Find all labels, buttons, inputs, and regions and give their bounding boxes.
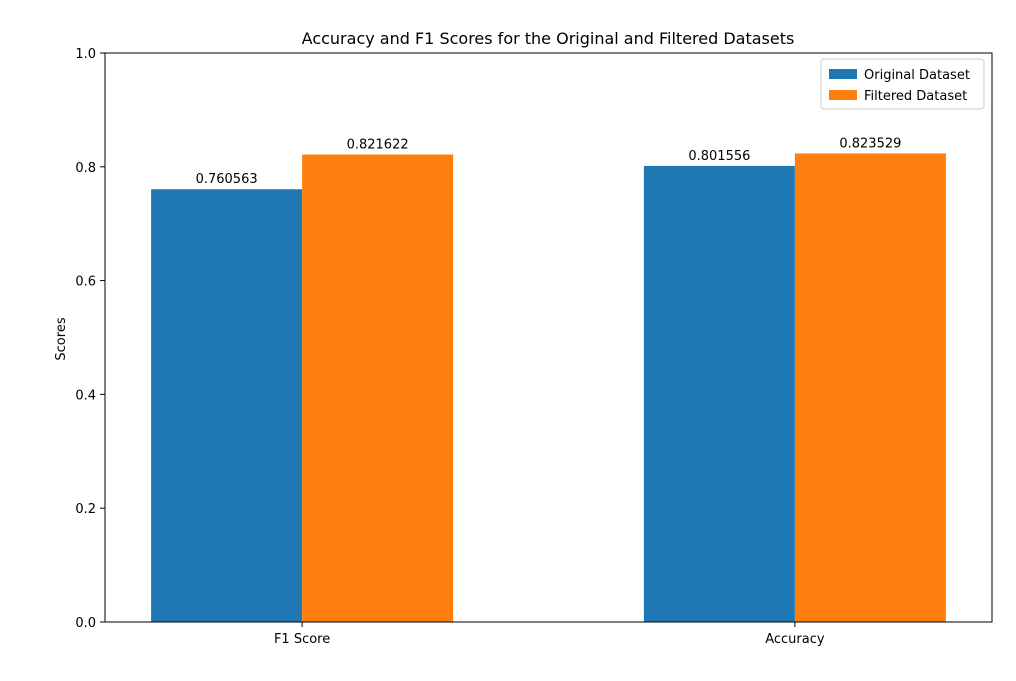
y-tick-label: 0.0 [75, 616, 96, 631]
y-axis-label: Scores [54, 317, 69, 360]
legend-swatch [829, 69, 857, 79]
bars-layer [151, 153, 946, 623]
legend-box [820, 58, 985, 110]
legend: Original Dataset Filtered Dataset [820, 58, 985, 110]
chart-title: Accuracy and F1 Scores for the Original … [302, 29, 795, 48]
bar-value-label: 0.801556 [688, 149, 750, 164]
bar-filtered-dataset-f1-score [302, 154, 454, 623]
y-tick-label: 0.4 [75, 388, 96, 403]
bar-labels-layer: 0.760563 0.801556 0.821622 0.823529 [196, 136, 902, 187]
y-tick-label: 0.2 [75, 502, 96, 517]
x-tick-label: Accuracy [765, 632, 825, 647]
bar-value-label: 0.823529 [839, 136, 901, 151]
y-tick-label: 0.8 [75, 161, 96, 176]
y-axis-ticks: 0.0 0.2 0.4 0.6 0.8 1.0 [75, 47, 105, 631]
bar-filtered-dataset-accuracy [794, 153, 946, 623]
bar-value-label: 0.821622 [347, 137, 409, 152]
y-tick-label: 0.6 [75, 275, 96, 290]
plot-area-frame [104, 52, 993, 623]
x-tick-label: F1 Score [274, 632, 330, 647]
legend-swatch [829, 90, 857, 100]
bar-value-label: 0.760563 [196, 172, 258, 187]
y-tick-label: 1.0 [75, 47, 96, 62]
x-axis-ticks: F1 Score Accuracy [274, 622, 825, 647]
legend-label: Filtered Dataset [864, 89, 967, 104]
legend-label: Original Dataset [864, 68, 970, 83]
bar-original-dataset-accuracy [643, 165, 795, 622]
bar-original-dataset-f1-score [151, 189, 303, 622]
